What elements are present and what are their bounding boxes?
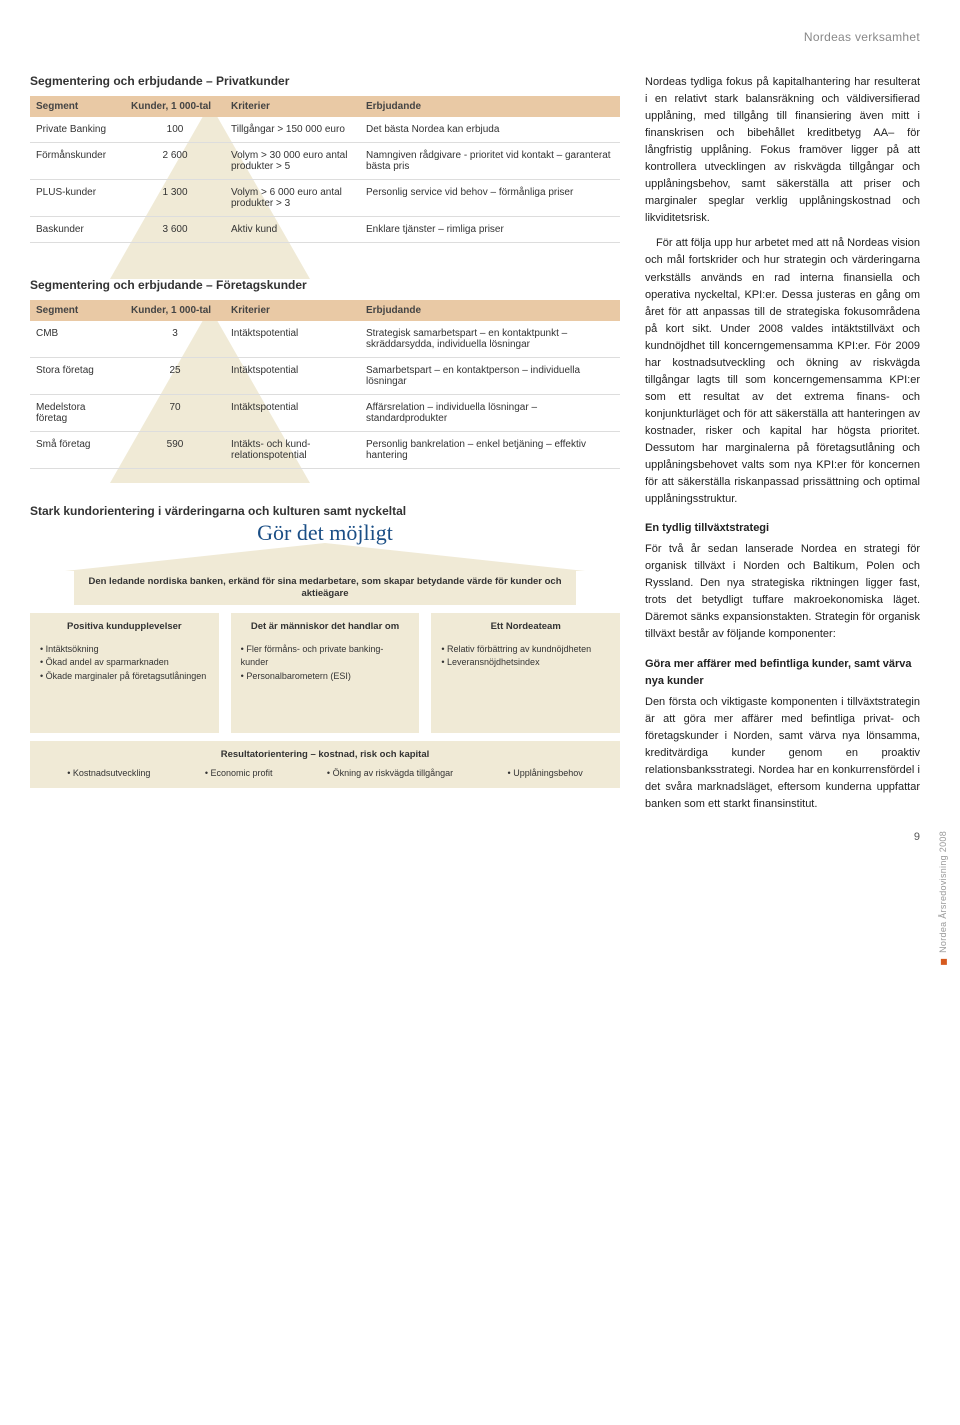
header-cell: Segment: [30, 96, 125, 117]
table-cell: Förmånskunder: [30, 150, 125, 161]
pillar: Positiva kundupplevelserIntäktsökningÖka…: [30, 613, 219, 733]
pillar-head: Positiva kundupplevelser: [40, 621, 209, 633]
table-cell: CMB: [30, 328, 125, 339]
house-title: Stark kundorientering i värderingarna oc…: [30, 504, 620, 518]
table-row: Baskunder3 600Aktiv kundEnklare tjänster…: [30, 217, 620, 243]
base-item: Ökning av riskvägda tillgångar: [327, 768, 453, 778]
table-cell: 590: [125, 439, 225, 450]
table-cell: Intäktspotential: [225, 402, 360, 413]
footer-text: Nordea Årsredovisning 2008: [938, 831, 948, 953]
list-item: Fler förmåns- och private banking-kunder: [241, 643, 410, 670]
table-cell: Små företag: [30, 439, 125, 450]
table-cell: Namngiven rådgivare - prioritet vid kont…: [360, 150, 620, 172]
table-cell: Intäktspotential: [225, 328, 360, 339]
list-item: Intäktsökning: [40, 643, 209, 657]
header-cell: Erbjudande: [360, 96, 620, 117]
table-cell: Intäkts- och kund-relationspotential: [225, 439, 360, 461]
table-cell: Aktiv kund: [225, 224, 360, 235]
article-para: För att följa upp hur arbetet med att nå…: [645, 235, 920, 508]
left-column: Segmentering och erbjudande – Privatkund…: [30, 74, 620, 821]
table-cell: 3 600: [125, 224, 225, 235]
base-item: Economic profit: [205, 768, 273, 778]
header-cell: Erbjudande: [360, 300, 620, 321]
pillar-list: Relativ förbättring av kundnöjdhetenLeve…: [441, 643, 610, 670]
list-item: Ökad andel av sparmarknaden: [40, 656, 209, 670]
table-cell: 25: [125, 365, 225, 376]
base-item: Kostnadsutveckling: [67, 768, 150, 778]
table-row: Private Banking100Tillgångar > 150 000 e…: [30, 117, 620, 143]
square-icon: [941, 959, 947, 965]
table-cell: Private Banking: [30, 124, 125, 135]
header-cell: Kriterier: [225, 300, 360, 321]
table-cell: Volym > 6 000 euro antal produkter > 3: [225, 187, 360, 209]
header-cell: Segment: [30, 300, 125, 321]
table-cell: Strategisk samarbetspart – en kontaktpun…: [360, 328, 620, 350]
table-cell: Samarbetspart – en kontaktperson – indiv…: [360, 365, 620, 387]
table-cell: Baskunder: [30, 224, 125, 235]
table-cell: PLUS-kunder: [30, 187, 125, 198]
article-para: För två år sedan lanserade Nordea en str…: [645, 541, 920, 643]
header-cell: Kunder, 1 000-tal: [125, 300, 225, 321]
table-cell: Intäktspotential: [225, 365, 360, 376]
base-head: Resultatorientering – kostnad, risk och …: [40, 749, 610, 760]
strategy-house: Stark kundorientering i värderingarna oc…: [30, 504, 620, 788]
table-cell: 3: [125, 328, 225, 339]
list-item: Leveransnöjdhetsindex: [441, 656, 610, 670]
pillar-head: Ett Nordeateam: [441, 621, 610, 633]
table-row: Förmånskunder2 600Volym > 30 000 euro an…: [30, 143, 620, 180]
privat-header-row: Segment Kunder, 1 000-tal Kriterier Erbj…: [30, 96, 620, 117]
list-item: Ökade marginaler på företagsutlåningen: [40, 670, 209, 684]
table-cell: Det bästa Nordea kan erbjuda: [360, 124, 620, 135]
base-item: Upplåningsbehov: [508, 768, 583, 778]
article-para: Nordeas tydliga fokus på kapitalhanterin…: [645, 74, 920, 227]
table-cell: Personlig bankrelation – enkel betjäning…: [360, 439, 620, 461]
page-number: 9: [914, 831, 920, 843]
pillar: Ett Nordeateam Relativ förbättring av kun…: [431, 613, 620, 733]
table-cell: 70: [125, 402, 225, 413]
table-cell: 2 600: [125, 150, 225, 161]
pillar: Det är människor det handlar om Fler förm…: [231, 613, 420, 733]
table-cell: Affärsrelation – individuella lösningar …: [360, 402, 620, 424]
table-row: Medelstora företag70IntäktspotentialAffä…: [30, 395, 620, 432]
article-para: Den första och viktigaste komponenten i …: [645, 694, 920, 813]
privat-title: Segmentering och erbjudande – Privatkund…: [30, 74, 620, 88]
header-cell: Kunder, 1 000-tal: [125, 96, 225, 117]
pillar-head: Det är människor det handlar om: [241, 621, 410, 633]
table-row: CMB3IntäktspotentialStrategisk samarbets…: [30, 321, 620, 358]
table-row: Stora företag25IntäktspotentialSamarbets…: [30, 358, 620, 395]
corp-title: Segmentering och erbjudande – Företagsku…: [30, 278, 620, 292]
footer-vertical: Nordea Årsredovisning 2008: [938, 831, 948, 965]
house-roof: Den ledande nordiska banken, erkänd för …: [74, 571, 576, 605]
table-cell: Volym > 30 000 euro antal produkter > 5: [225, 150, 360, 172]
table-cell: 100: [125, 124, 225, 135]
table-cell: Stora företag: [30, 365, 125, 376]
house-base: Resultatorientering – kostnad, risk och …: [30, 741, 620, 788]
privat-section: Segmentering och erbjudande – Privatkund…: [30, 74, 620, 243]
table-cell: Personlig service vid behov – förmånliga…: [360, 187, 620, 198]
pillar-list: Fler förmåns- och private banking-kunder…: [241, 643, 410, 684]
article-heading: En tydlig tillväxtstrategi: [645, 520, 920, 537]
article-column: Nordeas tydliga fokus på kapitalhanterin…: [645, 74, 920, 821]
corp-header-row: Segment Kunder, 1 000-tal Kriterier Erbj…: [30, 300, 620, 321]
table-row: Små företag590Intäkts- och kund-relation…: [30, 432, 620, 469]
table-row: PLUS-kunder1 300Volym > 6 000 euro antal…: [30, 180, 620, 217]
table-cell: 1 300: [125, 187, 225, 198]
article-heading: Göra mer affärer med befintliga kunder, …: [645, 656, 920, 690]
list-item: Relativ förbättring av kundnöjdheten: [441, 643, 610, 657]
roof-text: Den ledande nordiska banken, erkänd för …: [74, 576, 576, 601]
section-label: Nordeas verksamhet: [30, 30, 920, 44]
corp-section: Segmentering och erbjudande – Företagsku…: [30, 278, 620, 469]
list-item: Personalbarometern (ESI): [241, 670, 410, 684]
pillar-list: IntäktsökningÖkad andel av sparmarknaden…: [40, 643, 209, 684]
table-cell: Enklare tjänster – rimliga priser: [360, 224, 620, 235]
table-cell: Medelstora företag: [30, 402, 125, 424]
table-cell: Tillgångar > 150 000 euro: [225, 124, 360, 135]
header-cell: Kriterier: [225, 96, 360, 117]
